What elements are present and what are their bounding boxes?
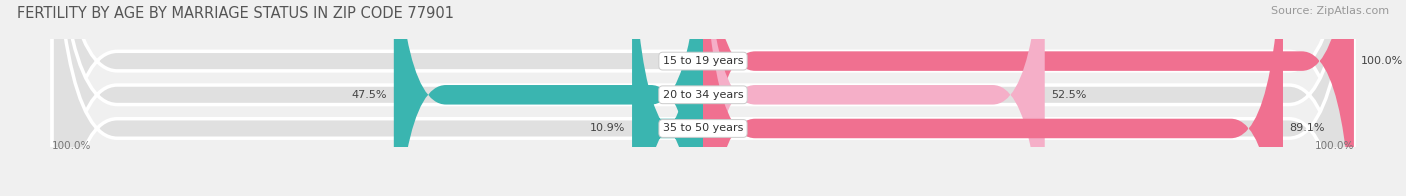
Text: 100.0%: 100.0%	[1315, 141, 1354, 151]
Text: 35 to 50 years: 35 to 50 years	[662, 123, 744, 133]
Text: Source: ZipAtlas.com: Source: ZipAtlas.com	[1271, 6, 1389, 16]
FancyBboxPatch shape	[52, 0, 1354, 196]
Text: 100.0%: 100.0%	[1361, 56, 1403, 66]
FancyBboxPatch shape	[394, 0, 703, 196]
Text: 0.0%: 0.0%	[658, 56, 686, 66]
Text: 100.0%: 100.0%	[52, 141, 91, 151]
Text: FERTILITY BY AGE BY MARRIAGE STATUS IN ZIP CODE 77901: FERTILITY BY AGE BY MARRIAGE STATUS IN Z…	[17, 6, 454, 21]
FancyBboxPatch shape	[633, 0, 703, 196]
FancyBboxPatch shape	[703, 0, 1354, 196]
FancyBboxPatch shape	[52, 0, 1354, 196]
FancyBboxPatch shape	[703, 0, 1045, 196]
Text: 89.1%: 89.1%	[1289, 123, 1324, 133]
Text: 10.9%: 10.9%	[591, 123, 626, 133]
Text: 20 to 34 years: 20 to 34 years	[662, 90, 744, 100]
FancyBboxPatch shape	[52, 0, 1354, 196]
Text: 52.5%: 52.5%	[1052, 90, 1087, 100]
Text: 47.5%: 47.5%	[352, 90, 387, 100]
Text: 15 to 19 years: 15 to 19 years	[662, 56, 744, 66]
FancyBboxPatch shape	[703, 0, 1282, 196]
